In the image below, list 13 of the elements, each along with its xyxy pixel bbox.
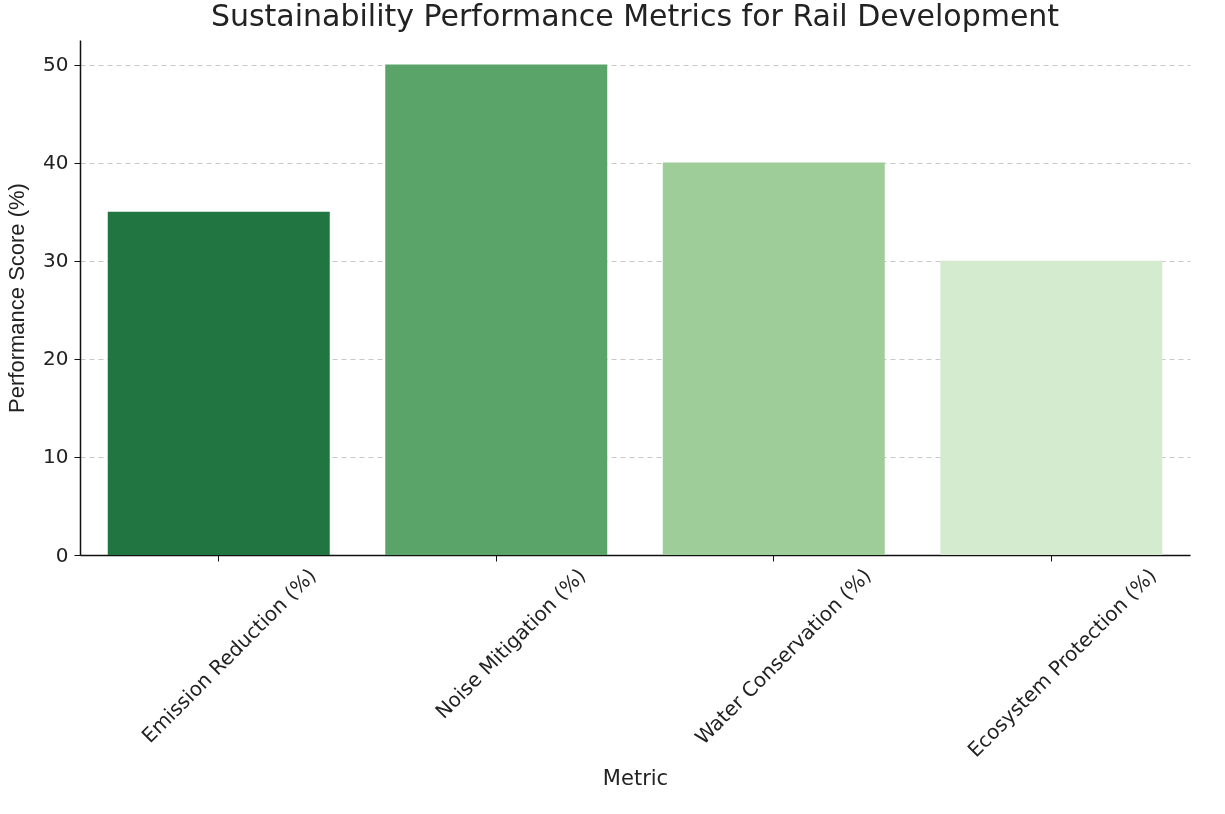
chart-title: Sustainability Performance Metrics for Rail Development [210, 0, 1060, 33]
y-tick-label: 0 [55, 542, 69, 567]
bar [385, 64, 608, 555]
bar [107, 211, 330, 555]
y-tick-label: 40 [43, 150, 69, 175]
bar [940, 260, 1163, 555]
y-tick-label: 10 [43, 444, 69, 469]
y-tick-label: 50 [43, 52, 69, 77]
y-tick-label: 20 [43, 346, 69, 371]
x-axis-title: Metric [602, 765, 669, 790]
y-tick-label: 30 [43, 248, 69, 273]
bar [662, 162, 885, 555]
y-axis-title: Performance Score (%) [4, 183, 30, 413]
